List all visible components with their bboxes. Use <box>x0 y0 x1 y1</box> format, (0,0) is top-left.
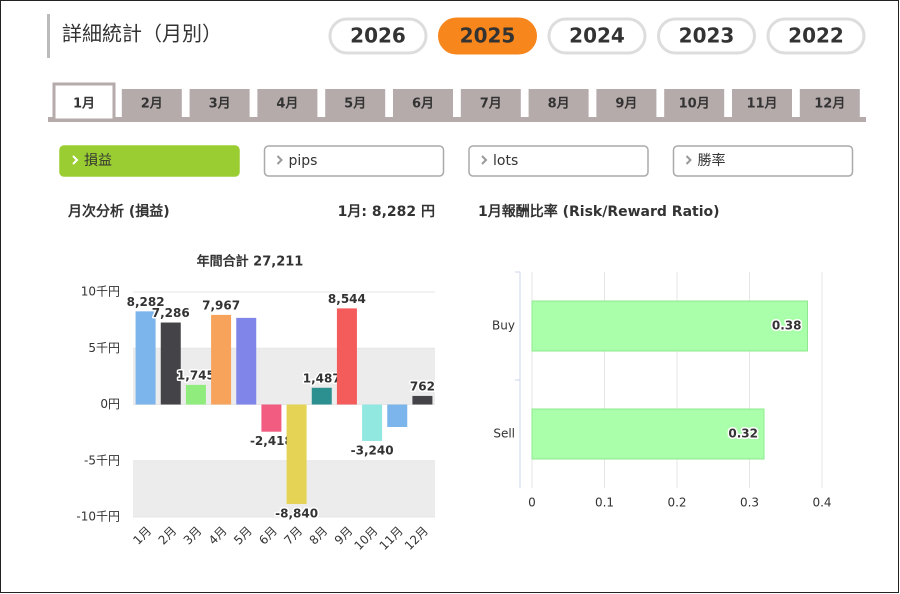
month-tab-label[interactable]: 11月 <box>746 97 777 112</box>
month-tab[interactable] <box>799 89 860 118</box>
metric-label[interactable]: pips <box>289 153 318 169</box>
page-title: 詳細統計（月別） <box>62 22 222 46</box>
month-tab-label[interactable]: 7月 <box>480 97 502 112</box>
y-tick-label: Sell <box>493 427 515 441</box>
month-tab-label[interactable]: 6月 <box>412 97 434 112</box>
metric-button[interactable] <box>672 145 854 177</box>
metric-button[interactable] <box>263 145 445 177</box>
metric-label[interactable]: 損益 <box>84 153 112 169</box>
chevron-icon <box>481 155 488 165</box>
data-label: 1,745 <box>177 368 215 382</box>
bar <box>362 404 383 441</box>
month-tab-label[interactable]: 4月 <box>276 97 298 112</box>
bar <box>261 404 282 432</box>
data-label: 762 <box>410 379 435 393</box>
bar <box>286 404 307 504</box>
month-tab[interactable] <box>325 89 386 118</box>
x-tick-label: 0.2 <box>667 496 686 510</box>
y-tick-label: Buy <box>492 319 515 333</box>
month-tab-label[interactable]: 5月 <box>344 97 366 112</box>
bar <box>412 395 433 405</box>
month-tab-label[interactable]: 9月 <box>615 97 637 112</box>
year-pill[interactable] <box>766 17 866 55</box>
bar <box>531 408 765 460</box>
data-label: 7,286 <box>152 306 190 320</box>
bar <box>185 384 206 405</box>
chart-title: 月次分析 (損益) <box>67 203 170 220</box>
data-label: -3,240 <box>351 443 394 457</box>
metric-button[interactable] <box>468 145 649 177</box>
bar <box>336 308 357 405</box>
year-pill[interactable] <box>547 17 647 55</box>
data-label: -2,418 <box>250 434 293 448</box>
chevron-icon <box>72 155 79 165</box>
month-tab-label[interactable]: 8月 <box>548 97 570 112</box>
chart-summary: 1月: 8,282 円 <box>338 204 435 220</box>
data-label: 8,282 <box>127 295 165 309</box>
y-tick-label: -5千円 <box>84 453 120 467</box>
x-tick-label: 0.1 <box>595 496 614 510</box>
month-tab[interactable] <box>393 89 453 118</box>
bar <box>387 404 408 427</box>
bar <box>160 322 181 405</box>
chevron-icon <box>276 155 283 165</box>
data-label: 1,487 <box>303 371 341 385</box>
month-tab[interactable] <box>460 89 521 118</box>
month-tab-label[interactable]: 2月 <box>141 97 163 112</box>
chart-title: 1月報酬比率 (Risk/Reward Ratio) <box>478 203 720 220</box>
metric-button[interactable] <box>59 145 240 177</box>
plot-band <box>133 348 435 405</box>
year-label[interactable]: 2025 <box>460 24 516 48</box>
data-label: -8,840 <box>275 506 318 520</box>
data-label: 8,544 <box>328 292 366 306</box>
bar <box>311 387 332 405</box>
data-label: 0.32 <box>728 427 758 441</box>
y-tick-label: -10千円 <box>76 510 120 524</box>
bar <box>211 314 232 405</box>
year-pill[interactable] <box>438 17 537 55</box>
bar <box>236 317 257 405</box>
month-tab[interactable] <box>189 89 250 118</box>
month-tab-label[interactable]: 10月 <box>679 97 710 112</box>
month-tab[interactable] <box>52 82 116 122</box>
tab-bar <box>48 117 866 122</box>
month-tab[interactable] <box>257 89 318 118</box>
metric-label[interactable]: lots <box>493 153 518 169</box>
year-label[interactable]: 2023 <box>679 24 735 48</box>
month-tab[interactable] <box>664 89 725 118</box>
month-tab[interactable] <box>596 89 657 118</box>
data-label: 7,967 <box>202 298 240 312</box>
x-tick-label: 0.3 <box>740 496 759 510</box>
y-tick-label: 5千円 <box>88 341 120 355</box>
month-tab-label[interactable]: 12月 <box>814 97 845 112</box>
year-label[interactable]: 2024 <box>569 24 625 48</box>
year-pill[interactable] <box>657 17 756 55</box>
metric-label[interactable]: 勝率 <box>698 152 726 169</box>
bar <box>531 300 808 352</box>
title-accent <box>47 14 50 58</box>
y-tick-label: 0円 <box>100 397 120 411</box>
month-tab[interactable] <box>732 89 792 118</box>
y-tick-label: 10千円 <box>81 285 120 299</box>
year-pill[interactable] <box>328 17 428 55</box>
x-tick-label: 0 <box>528 496 536 510</box>
month-tab[interactable] <box>528 89 589 118</box>
year-label[interactable]: 2026 <box>350 24 406 48</box>
month-tab-label[interactable]: 3月 <box>209 97 231 112</box>
month-tab[interactable] <box>121 89 182 118</box>
month-tab-label[interactable]: 1月 <box>73 97 95 112</box>
plot-band <box>133 460 435 517</box>
data-label: 0.38 <box>772 319 802 333</box>
year-label[interactable]: 2022 <box>788 24 844 48</box>
chevron-icon <box>685 155 692 165</box>
bar <box>135 311 156 405</box>
x-tick-label: 0.4 <box>812 496 831 510</box>
chart-subtitle: 年間合計 27,211 <box>197 254 304 270</box>
